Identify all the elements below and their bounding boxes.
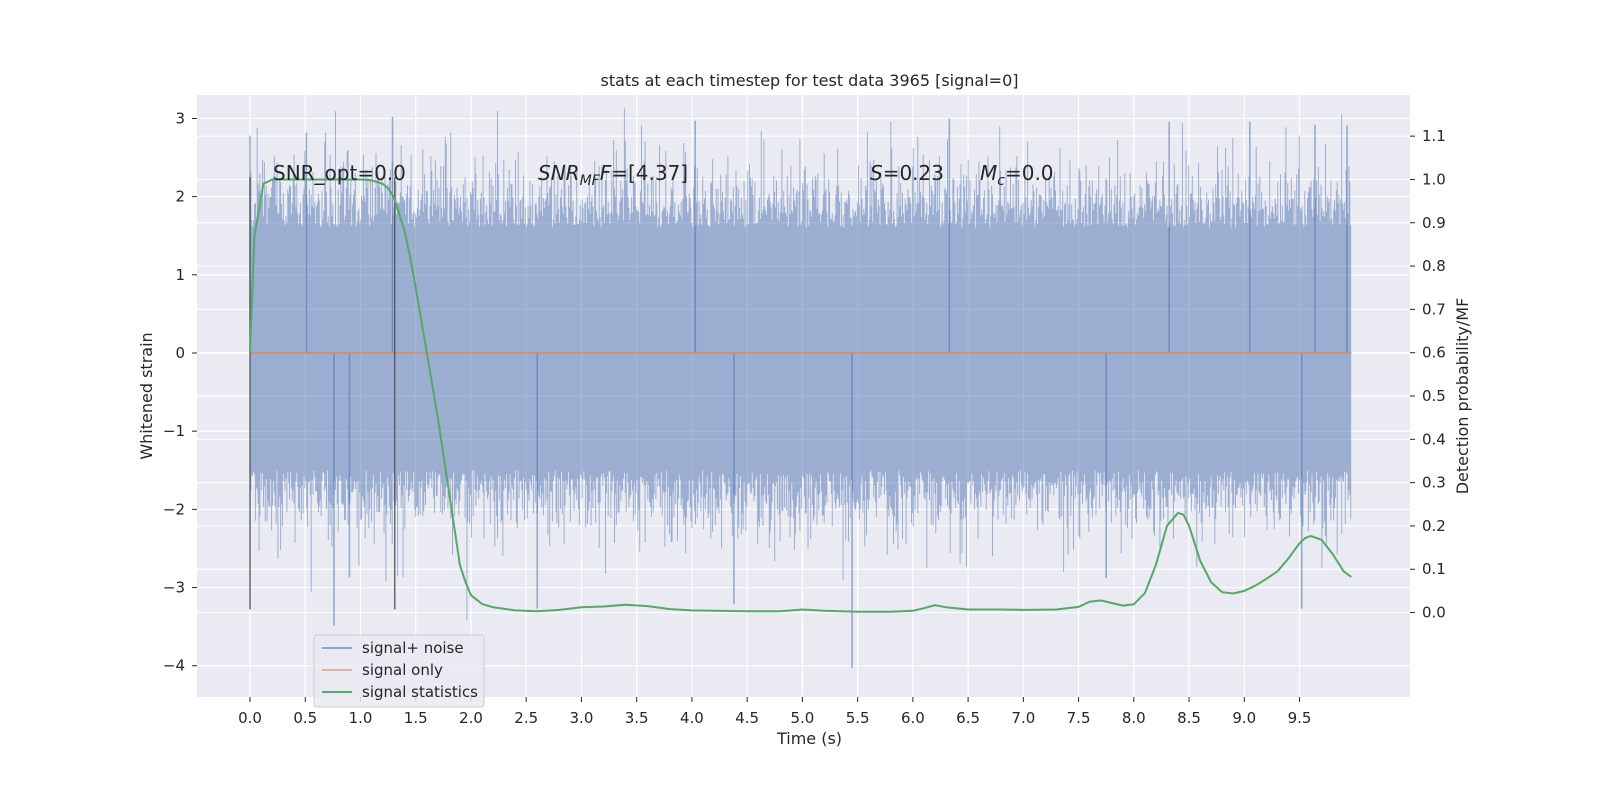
x-tick-label: 7.5 (1067, 709, 1091, 727)
annotation-mc-sub: c (997, 173, 1005, 189)
signal-statistics-line (249, 178, 1352, 613)
annotation-s-label: S (870, 161, 883, 185)
y-tick-label: 3 (175, 109, 185, 127)
y-tick-label: 1 (175, 266, 185, 284)
y-tick-label: 0 (175, 344, 185, 362)
annotation-s-value: =0.23 (883, 161, 944, 185)
y-tick-label: −1 (163, 422, 185, 440)
signal-statistics-series (249, 178, 1352, 613)
x-tick-label: 5.0 (790, 709, 814, 727)
legend: signal+ noise signal only signal statist… (313, 634, 485, 708)
y-tick-label: 2 (175, 188, 185, 206)
y2-tick-label: 0.6 (1422, 344, 1446, 362)
y2-axis-label: Detection probability/MF (1453, 298, 1472, 495)
y2-tick-label: 0.3 (1422, 474, 1446, 492)
y-axis-label: Whitened strain (137, 332, 156, 459)
x-tick-label: 9.5 (1288, 709, 1312, 727)
y2-tick-label: 1.1 (1422, 127, 1446, 145)
annotation-mc: Mc=0.0 (980, 161, 1054, 189)
x-tick-label: 0.5 (293, 709, 317, 727)
x-tick-label: 8.0 (1122, 709, 1146, 727)
x-tick-label: 2.5 (514, 709, 538, 727)
y2-tick-label: 0.7 (1422, 300, 1446, 318)
annotation-mc-base: M (980, 161, 997, 185)
annotation-snr-mf-base: SNR (538, 161, 580, 185)
legend-entry-signal-only: signal only (362, 661, 443, 679)
y-tick-label: −2 (163, 500, 185, 518)
y2-tick-label: 0.2 (1422, 517, 1446, 535)
annotation-snr-mf-f: F (600, 161, 612, 185)
chart-title: stats at each timestep for test data 396… (600, 71, 1018, 90)
x-tick-label: 8.5 (1177, 709, 1201, 727)
annotation-snr-mf-value: =[4.37] (611, 161, 688, 185)
x-tick-label: 5.5 (846, 709, 870, 727)
x-tick-label: 1.5 (404, 709, 428, 727)
y2-tick-label: 0.5 (1422, 387, 1446, 405)
annotation-snr-mf: SNRMFF=[4.37] (538, 161, 688, 189)
annotation-s: S=0.23 (870, 161, 944, 185)
x-tick-label: 4.5 (735, 709, 759, 727)
x-tick-label: 7.0 (1011, 709, 1035, 727)
y2-tick-label: 0.8 (1422, 257, 1446, 275)
x-tick-label: 4.0 (680, 709, 704, 727)
y2-tick-label: 0.0 (1422, 604, 1446, 622)
x-tick-label: 6.5 (956, 709, 980, 727)
x-tick-label: 3.5 (625, 709, 649, 727)
annotation-snr-mf-sub: MF (580, 173, 601, 189)
y2-tick-label: 0.9 (1422, 214, 1446, 232)
annotation-mc-value: =0.0 (1005, 161, 1054, 185)
y-tick-label: −3 (163, 579, 185, 597)
x-axis-label: Time (s) (776, 729, 842, 748)
x-tick-label: 2.0 (459, 709, 483, 727)
legend-entry-signal-noise: signal+ noise (362, 639, 464, 657)
axis-ticks: 0.0 0.5 1.0 1.5 2.0 2.5 3.0 3.5 4.0 4.5 5.0 5.5 6.0 6… (163, 109, 1446, 727)
vertical-markers (249, 177, 396, 610)
legend-entry-signal-statistics: signal statistics (362, 683, 478, 701)
x-tick-label: 6.0 (901, 709, 925, 727)
x-tick-label: 1.0 (349, 709, 373, 727)
x-tick-label: 0.0 (238, 709, 262, 727)
legend-box (313, 634, 485, 708)
y2-tick-label: 1.0 (1422, 170, 1446, 188)
y-tick-label: −4 (163, 657, 185, 675)
annotation-snr-opt: SNR_opt=0.0 (273, 161, 406, 185)
y2-tick-label: 0.4 (1422, 430, 1446, 448)
y2-tick-label: 0.1 (1422, 560, 1446, 578)
x-tick-label: 9.0 (1232, 709, 1256, 727)
x-tick-label: 3.0 (570, 709, 594, 727)
